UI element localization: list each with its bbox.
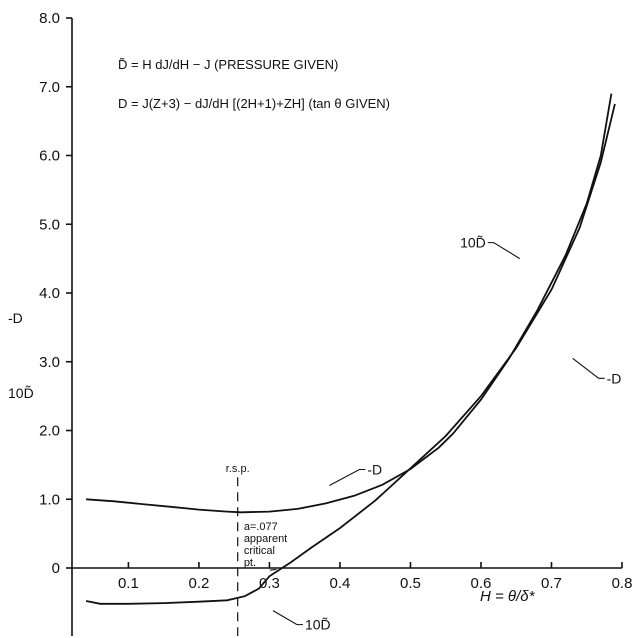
curve-label: 10D̃	[460, 234, 486, 250]
curve-label: 10D̃	[305, 616, 331, 632]
y-tick-label: 5.0	[39, 216, 60, 233]
x-tick-label: 0.4	[330, 575, 351, 592]
y-axis-label-line-2: 10D̃	[8, 385, 34, 401]
x-tick-label: 0.2	[188, 575, 209, 592]
critical-point-annotation: a=.077 apparent critical pt.	[244, 521, 287, 569]
y-tick-label: 0	[52, 560, 60, 577]
critical-point-line-2: apparent	[244, 533, 287, 545]
x-tick-label: 0.7	[541, 575, 562, 592]
curve-label-leader	[272, 610, 303, 626]
curve-10-d-tilde-branch-2	[279, 103, 616, 571]
axes	[71, 18, 622, 636]
x-tick-label: 0.6	[471, 575, 492, 592]
x-tick-label: 0.5	[400, 575, 421, 592]
curve-minus-d	[86, 93, 613, 514]
y-tick-label: 2.0	[39, 423, 60, 440]
equation-pressure-given: D̃ = H dJ/dH − J (PRESSURE GIVEN)	[118, 57, 338, 72]
y-tick-label: 7.0	[39, 79, 60, 96]
x-ticks: 0.1 0.2 0.3 0.4 0.5 0.6 0.7 0.8	[118, 562, 632, 592]
y-axis-label: -D 10D̃	[8, 310, 34, 401]
curve-label: -D	[367, 462, 382, 478]
critical-point-line-3: critical	[244, 545, 275, 557]
curve-label: -D	[607, 370, 622, 386]
critical-point-arrow	[269, 568, 277, 571]
y-tick-label: 6.0	[39, 148, 60, 165]
rsp-label: r.s.p.	[226, 463, 250, 475]
curve-label-leader	[329, 468, 366, 486]
y-axis-label-line-1: -D	[8, 310, 23, 326]
y-tick-label: 3.0	[39, 354, 60, 371]
x-tick-label: 0.3	[259, 575, 280, 592]
y-ticks: 0 1.0 2.0 3.0 4.0 5.0 6.0 7.0 8.0	[39, 10, 72, 577]
curve-labels: -D -D 10D̃ 10D̃	[269, 234, 622, 633]
y-tick-label: 8.0	[39, 10, 60, 27]
x-tick-label: 0.1	[118, 575, 139, 592]
y-tick-label: 4.0	[39, 285, 60, 302]
curve-label-leader	[487, 242, 521, 260]
y-tick-label: 1.0	[39, 491, 60, 508]
curve-10-d-tilde-branch-1	[85, 568, 281, 605]
curves	[85, 93, 616, 605]
x-axis-label: H = θ/δ*	[480, 588, 536, 605]
x-tick-label: 0.8	[612, 575, 633, 592]
equation-tan-theta-given: D = J(Z+3) − dJ/dH [(2H+1)+ZH] (tan θ GI…	[118, 96, 390, 111]
curve-label-leader	[572, 357, 605, 379]
critical-point-line-4: pt.	[244, 557, 256, 569]
critical-point-line-1: a=.077	[244, 521, 278, 533]
